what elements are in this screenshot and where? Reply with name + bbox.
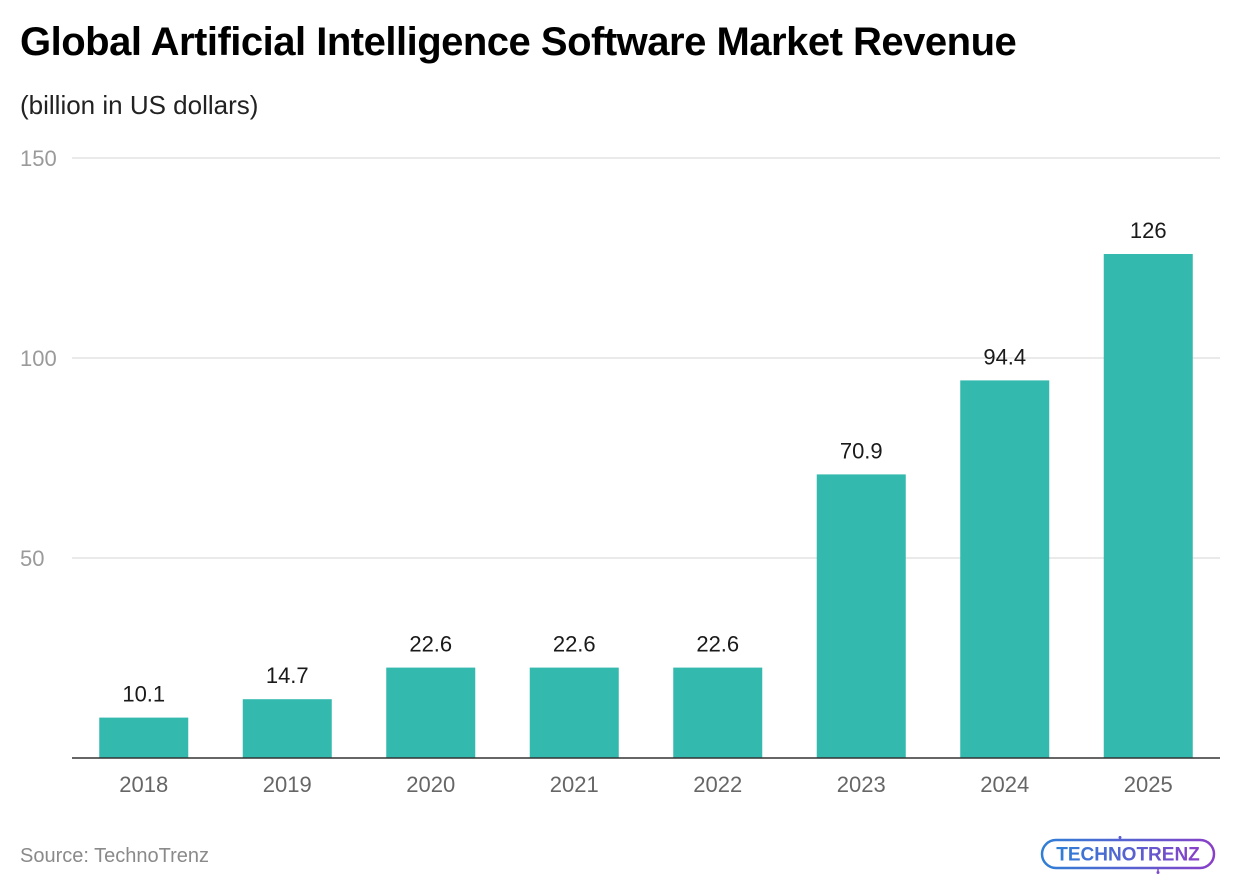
x-tick-label-2024: 2024 — [980, 772, 1029, 797]
chart-title: Global Artificial Intelligence Software … — [20, 20, 1017, 64]
data-label-2019: 14.7 — [266, 663, 309, 688]
bar-2018 — [99, 717, 189, 758]
x-tick-label-2025: 2025 — [1124, 772, 1173, 797]
x-tick-label-2020: 2020 — [406, 772, 455, 797]
y-tick-label-100: 100 — [20, 346, 57, 371]
bar-2025 — [1103, 254, 1193, 758]
bar-2024 — [960, 380, 1050, 758]
x-tick-label-2021: 2021 — [550, 772, 599, 797]
y-tick-label-50: 50 — [20, 546, 44, 571]
bar-2023 — [816, 474, 906, 758]
data-label-2021: 22.6 — [553, 632, 596, 657]
bar-chart: 50 100 150 10.1 2018 14.7 2019 22.6 2020 22.6 2021… — [20, 146, 1220, 797]
data-label-2020: 22.6 — [409, 632, 452, 657]
bar-2019 — [242, 699, 332, 758]
logo-text: TECHNOTRENZ — [1056, 845, 1200, 866]
x-tick-label-2022: 2022 — [693, 772, 742, 797]
bar-2022 — [673, 667, 763, 758]
data-label-2018: 10.1 — [122, 682, 165, 707]
x-tick-label-2019: 2019 — [263, 772, 312, 797]
data-label-2022: 22.6 — [696, 632, 739, 657]
bar-2021 — [529, 667, 619, 758]
x-tick-label-2018: 2018 — [119, 772, 168, 797]
source-note: Source: TechnoTrenz — [20, 845, 209, 867]
data-label-2024: 94.4 — [983, 344, 1026, 369]
data-label-2025: 126 — [1130, 218, 1167, 243]
bar-2020 — [386, 667, 476, 758]
x-tick-label-2023: 2023 — [837, 772, 886, 797]
y-tick-label-150: 150 — [20, 146, 57, 171]
chart-subtitle: (billion in US dollars) — [20, 90, 259, 120]
technotrenz-logo: TECHNOTRENZ — [1040, 836, 1218, 879]
data-label-2023: 70.9 — [840, 438, 883, 463]
